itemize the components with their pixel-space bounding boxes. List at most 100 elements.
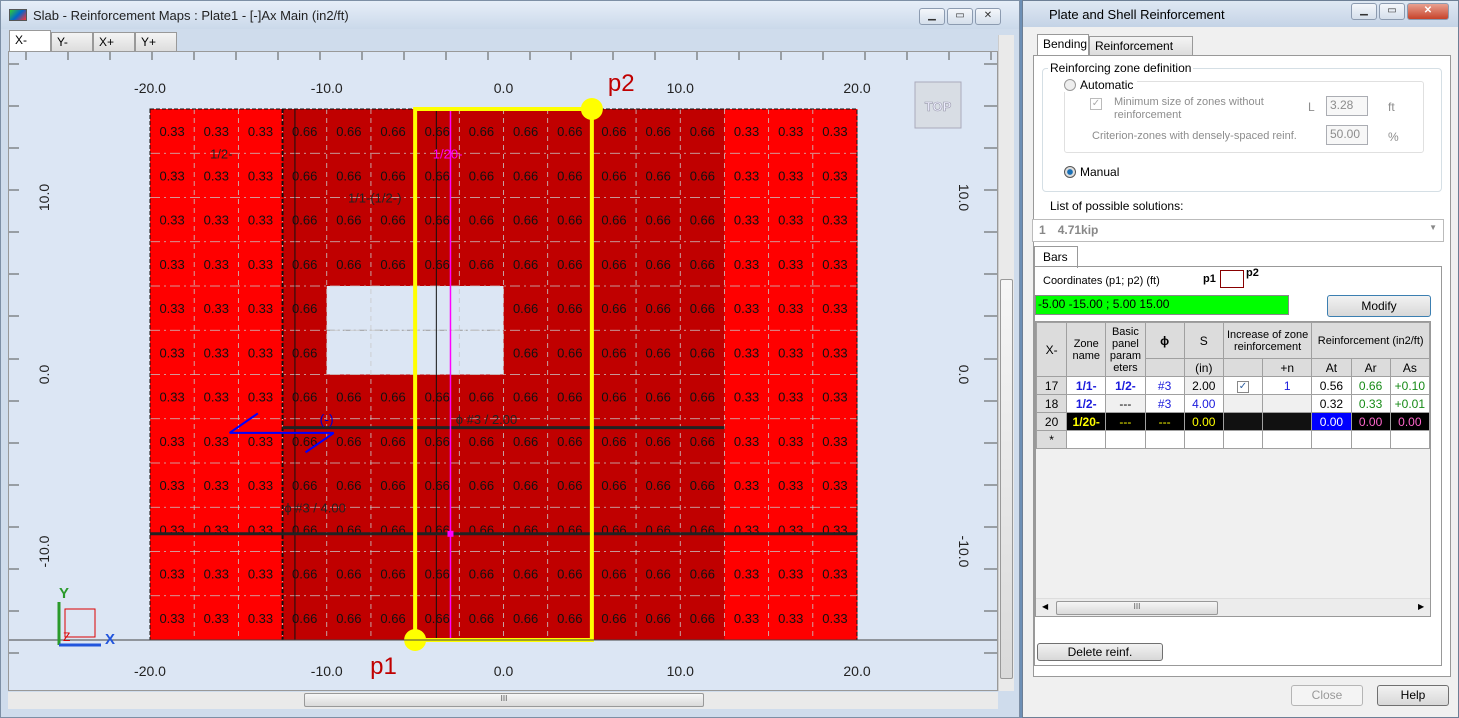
- sign-label: (-): [320, 411, 334, 427]
- map-cell: [370, 507, 416, 552]
- delete-reinf-button[interactable]: Delete reinf.: [1037, 643, 1163, 661]
- drawing-canvas[interactable]: 0.33 0.33 0.33 0.66 0.66 0.66 0.66 0.66 0.66 0.66…: [8, 51, 998, 691]
- table-row[interactable]: 18 1/2- --- #3 4.00 0.32 0.33 +0.01: [1035, 394, 1431, 413]
- cell-value: 0.66: [557, 168, 582, 183]
- cell-value: 0.33: [159, 434, 184, 449]
- solution-index: 1: [1039, 223, 1046, 237]
- min-size-checkbox[interactable]: ✓: [1090, 98, 1102, 110]
- reinforcement-map-window: Slab - Reinforcement Maps : Plate1 - [-]…: [0, 0, 1020, 718]
- table-horizontal-scrollbar[interactable]: ◀ III ▶: [1036, 598, 1430, 616]
- row-id[interactable]: 17: [1035, 376, 1068, 395]
- tab-x-plus[interactable]: X+: [93, 32, 135, 51]
- map-cell: [194, 241, 239, 287]
- map-cell: [636, 595, 681, 641]
- cell-value: 0.33: [204, 611, 229, 626]
- map-cell: [459, 109, 504, 154]
- scroll-left-icon[interactable]: ◀: [1042, 602, 1049, 611]
- modify-button[interactable]: Modify: [1327, 295, 1431, 317]
- phi-cell[interactable]: #3: [1144, 376, 1185, 395]
- basic-cell[interactable]: ---: [1105, 394, 1146, 413]
- zone-name-cell[interactable]: 1/2-: [1066, 394, 1107, 413]
- s-cell[interactable]: 4.00: [1183, 394, 1224, 413]
- n-cell[interactable]: [1262, 394, 1313, 413]
- criterion-input[interactable]: 50.00: [1326, 125, 1368, 145]
- tab-y-minus[interactable]: Y-: [51, 32, 93, 51]
- cell-value: 0.33: [204, 257, 229, 272]
- maximize-button[interactable]: ▭: [947, 8, 973, 25]
- tab-bending[interactable]: Bending: [1037, 34, 1089, 55]
- map-cell: [547, 330, 593, 375]
- reinforcement-map[interactable]: 0.33 0.33 0.33 0.66 0.66 0.66 0.66 0.66 0.66 0.66…: [9, 52, 998, 691]
- horizontal-scroll-thumb[interactable]: III: [304, 693, 704, 707]
- minimize-button[interactable]: ▁: [1351, 3, 1377, 20]
- map-cell: [547, 463, 593, 508]
- bending-panel: Reinforcing zone definition Automatic ✓ …: [1032, 55, 1451, 677]
- phi-cell[interactable]: #3: [1144, 394, 1185, 413]
- close-button[interactable]: Close: [1291, 685, 1363, 706]
- new-row-marker[interactable]: *: [1035, 430, 1068, 449]
- view-tabs: X- Y- X+ Y+: [9, 30, 177, 51]
- p2-handle[interactable]: [580, 98, 603, 120]
- cell-value: 0.33: [159, 345, 184, 360]
- map-cell: [636, 507, 681, 552]
- cell-value: 0.66: [513, 434, 538, 449]
- basic-cell[interactable]: 1/2-: [1105, 376, 1146, 395]
- tab-x-minus[interactable]: X-: [9, 30, 51, 51]
- table-row[interactable]: 17 1/1- 1/2- #3 2.00 ✓ 1 0.56 0.66 +0.10: [1035, 376, 1431, 395]
- basic-cell[interactable]: ---: [1105, 412, 1146, 431]
- close-button[interactable]: ✕: [975, 8, 1001, 25]
- cell-value: 0.66: [513, 213, 538, 228]
- increase-checkbox[interactable]: ✓: [1222, 376, 1264, 395]
- minimize-button[interactable]: ▁: [919, 8, 945, 25]
- cell-value: 0.66: [469, 434, 494, 449]
- maximize-button[interactable]: ▭: [1379, 3, 1405, 20]
- tab-y-plus[interactable]: Y+: [135, 32, 177, 51]
- new-row[interactable]: *: [1035, 430, 1431, 449]
- L-input[interactable]: 3.28: [1326, 96, 1368, 116]
- tab-bars[interactable]: Bars: [1034, 246, 1078, 268]
- header-reinforcement: Reinforcement (in2/ft): [1311, 322, 1430, 359]
- map-cell: [150, 286, 195, 331]
- zone-name-cell[interactable]: 1/1-: [1066, 376, 1107, 395]
- cell-value: 0.33: [248, 345, 273, 360]
- cell-value: 0.33: [778, 124, 803, 139]
- solutions-dropdown[interactable]: 1 4.71kip ▼: [1032, 219, 1444, 242]
- help-button[interactable]: Help: [1377, 685, 1449, 706]
- coordinates-input[interactable]: -5.00 -15.00 ; 5.00 15.00: [1035, 295, 1289, 315]
- map-cell: [812, 463, 858, 508]
- vertical-scrollbar[interactable]: [998, 35, 1014, 691]
- cell-value: 0.33: [248, 434, 273, 449]
- row-id[interactable]: 20: [1035, 412, 1068, 431]
- manual-radio[interactable]: [1064, 166, 1076, 178]
- horizontal-scrollbar[interactable]: III: [8, 692, 998, 709]
- scroll-right-icon[interactable]: ▶: [1418, 602, 1425, 611]
- vertical-scroll-thumb[interactable]: [1000, 279, 1013, 679]
- zone-name-cell[interactable]: 1/20-: [1066, 412, 1107, 431]
- rectangle-icon: [1220, 270, 1244, 288]
- cell-value: 0.66: [292, 478, 317, 493]
- map-cell: [812, 330, 858, 375]
- map-cell: [724, 241, 770, 287]
- increase-cell[interactable]: [1222, 394, 1264, 413]
- tab-reinforcement-maps[interactable]: Reinforcement maps: [1089, 36, 1193, 67]
- map-cell: [680, 109, 725, 154]
- automatic-radio[interactable]: [1064, 79, 1076, 91]
- solution-value: 4.71kip: [1057, 223, 1099, 237]
- cell-value: 0.66: [601, 257, 626, 272]
- min-size-label: Minimum size of zones without reinforcem…: [1114, 96, 1264, 121]
- map-cell: [768, 463, 814, 508]
- row-id[interactable]: 18: [1035, 394, 1068, 413]
- cell-value: 0.33: [734, 434, 759, 449]
- close-window-button[interactable]: ✕: [1407, 3, 1449, 20]
- s-cell[interactable]: 0.00: [1183, 412, 1224, 431]
- view-cube[interactable]: [914, 81, 962, 129]
- increase-cell[interactable]: [1222, 412, 1264, 431]
- n-cell[interactable]: [1262, 412, 1313, 431]
- s-cell[interactable]: 2.00: [1183, 376, 1224, 395]
- table-scroll-thumb[interactable]: III: [1056, 601, 1218, 615]
- phi-cell[interactable]: ---: [1144, 412, 1185, 431]
- table-row-selected[interactable]: 20 1/20- --- --- 0.00 0.00 0.00 0.00: [1035, 412, 1431, 431]
- cell-value: 0.66: [513, 611, 538, 626]
- map-cell: [591, 330, 637, 375]
- n-cell[interactable]: 1: [1262, 376, 1313, 395]
